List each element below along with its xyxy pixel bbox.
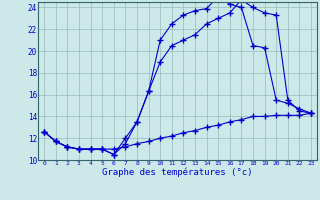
X-axis label: Graphe des températures (°c): Graphe des températures (°c)	[102, 168, 253, 177]
